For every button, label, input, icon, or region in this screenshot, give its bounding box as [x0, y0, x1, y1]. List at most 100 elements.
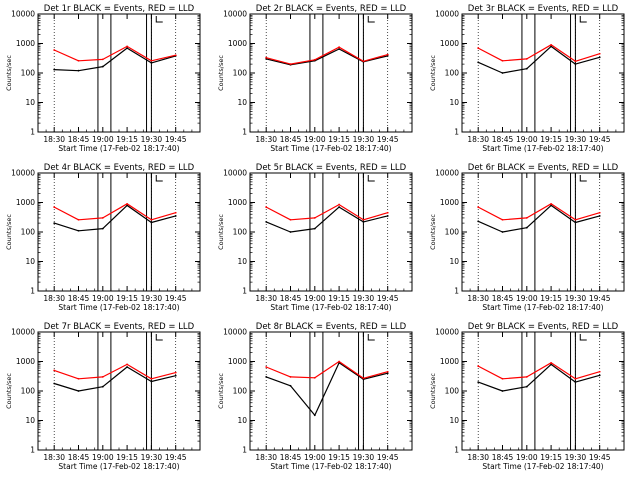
plot-frame — [461, 13, 625, 133]
x-tick-label: 19:30 — [141, 294, 163, 303]
x-tick-label: 19:00 — [516, 135, 538, 144]
y-axis-label: Counts/sec — [217, 373, 225, 409]
x-tick-label: 19:30 — [141, 135, 163, 144]
data-point — [289, 63, 292, 66]
data-point — [174, 371, 177, 374]
data-point — [477, 381, 480, 384]
data-point — [525, 217, 528, 219]
data-point — [313, 414, 316, 417]
series-line-lld — [477, 203, 600, 221]
x-tick-label: 19:00 — [92, 135, 114, 144]
x-tick-label: 18:45 — [68, 294, 90, 303]
data-point — [550, 363, 552, 366]
data-point — [477, 61, 480, 64]
bracket-mark — [367, 334, 375, 341]
y-tick-label: 1000 — [228, 39, 247, 48]
data-point — [77, 59, 80, 62]
data-point — [362, 220, 365, 223]
y-tick-label: 1000 — [440, 39, 459, 48]
x-axis-label: Start Time (17-Feb-02 18:17:40) — [270, 303, 391, 312]
x-tick-label: 19:15 — [328, 135, 350, 144]
series-line-lld — [477, 44, 600, 62]
data-point — [550, 45, 552, 48]
data-point — [362, 377, 365, 380]
data-point — [598, 370, 601, 373]
x-tick-label: 18:45 — [492, 453, 514, 462]
y-tick-label: 1 — [30, 287, 35, 296]
series-line-lld — [266, 46, 388, 65]
data-point — [313, 376, 316, 379]
x-tick-label: 18:30 — [467, 135, 489, 144]
data-point — [338, 48, 340, 50]
detector-panel: 1 10 100 1000 10000 18:30 18:45 19:00 19:15 19:30… — [5, 163, 201, 312]
series-line-lld — [265, 360, 388, 379]
data-point — [289, 231, 292, 233]
y-tick-label: 10000 — [11, 10, 35, 19]
x-tick-label: 18:30 — [255, 294, 277, 303]
data-point — [126, 204, 128, 207]
panel-title: Det 8r BLACK = Events, RED = LLD — [256, 322, 407, 332]
x-tick-label: 18:45 — [280, 453, 302, 462]
data-point — [477, 365, 480, 367]
y-tick-label: 10000 — [11, 328, 35, 337]
data-point — [150, 59, 153, 62]
x-tick-label: 18:45 — [68, 453, 90, 462]
x-tick-label: 19:15 — [328, 453, 350, 462]
data-point — [265, 206, 268, 208]
data-point — [386, 370, 389, 373]
y-axis-label: Counts/sec — [5, 55, 13, 91]
x-tick-label: 19:45 — [377, 135, 399, 144]
panel-title: Det 6r BLACK = Events, RED = LLD — [468, 163, 619, 173]
y-tick-label: 10 — [449, 98, 459, 107]
y-axis-label: Counts/sec — [5, 373, 13, 409]
data-point — [265, 220, 268, 223]
data-point — [150, 61, 153, 64]
x-tick-label: 19:45 — [165, 135, 187, 144]
data-point — [574, 218, 577, 221]
bracket-mark — [155, 16, 163, 23]
data-point — [289, 218, 292, 221]
data-point — [53, 222, 56, 225]
y-axis-label: Counts/sec — [429, 373, 437, 409]
bracket-mark — [579, 175, 587, 182]
data-point — [501, 218, 504, 221]
x-tick-label: 19:30 — [353, 453, 375, 462]
x-tick-label: 19:45 — [589, 294, 611, 303]
data-point — [501, 231, 504, 233]
data-point — [53, 369, 56, 372]
x-tick-label: 18:30 — [255, 453, 277, 462]
data-point — [574, 381, 577, 384]
series-line-lld — [53, 203, 176, 221]
y-tick-label: 10 — [449, 257, 459, 266]
x-tick-label: 19:15 — [116, 135, 138, 144]
data-point — [574, 221, 577, 224]
y-tick-label: 10000 — [435, 10, 459, 19]
detector-panel: 1 10 100 1000 10000 18:30 18:45 19:00 19:15 19:30… — [217, 4, 413, 153]
x-tick-label: 19:45 — [377, 294, 399, 303]
x-tick-label: 18:30 — [43, 453, 65, 462]
y-tick-label: 1000 — [16, 39, 35, 48]
y-axis-label: Counts/sec — [429, 55, 437, 91]
plot-frame — [37, 13, 201, 133]
data-point — [574, 63, 577, 66]
data-point — [550, 43, 552, 46]
y-tick-label: 1 — [30, 128, 35, 137]
y-tick-label: 10000 — [223, 10, 247, 19]
y-tick-label: 10 — [25, 98, 35, 107]
data-point — [477, 220, 480, 223]
data-point — [501, 390, 504, 392]
data-point — [289, 376, 292, 378]
plot-frame — [249, 331, 413, 451]
y-tick-label: 10 — [237, 98, 247, 107]
x-tick-label: 18:30 — [43, 135, 65, 144]
x-tick-label: 19:45 — [589, 135, 611, 144]
data-point — [313, 227, 316, 230]
y-tick-label: 100 — [21, 228, 36, 237]
data-point — [525, 376, 528, 378]
data-point — [265, 376, 268, 378]
panel-title: Det 2r BLACK = Events, RED = LLD — [256, 4, 407, 14]
y-tick-label: 1 — [30, 446, 35, 455]
panel-title: Det 1r BLACK = Events, RED = LLD — [44, 4, 195, 14]
data-point — [174, 211, 177, 214]
data-point — [598, 211, 601, 214]
